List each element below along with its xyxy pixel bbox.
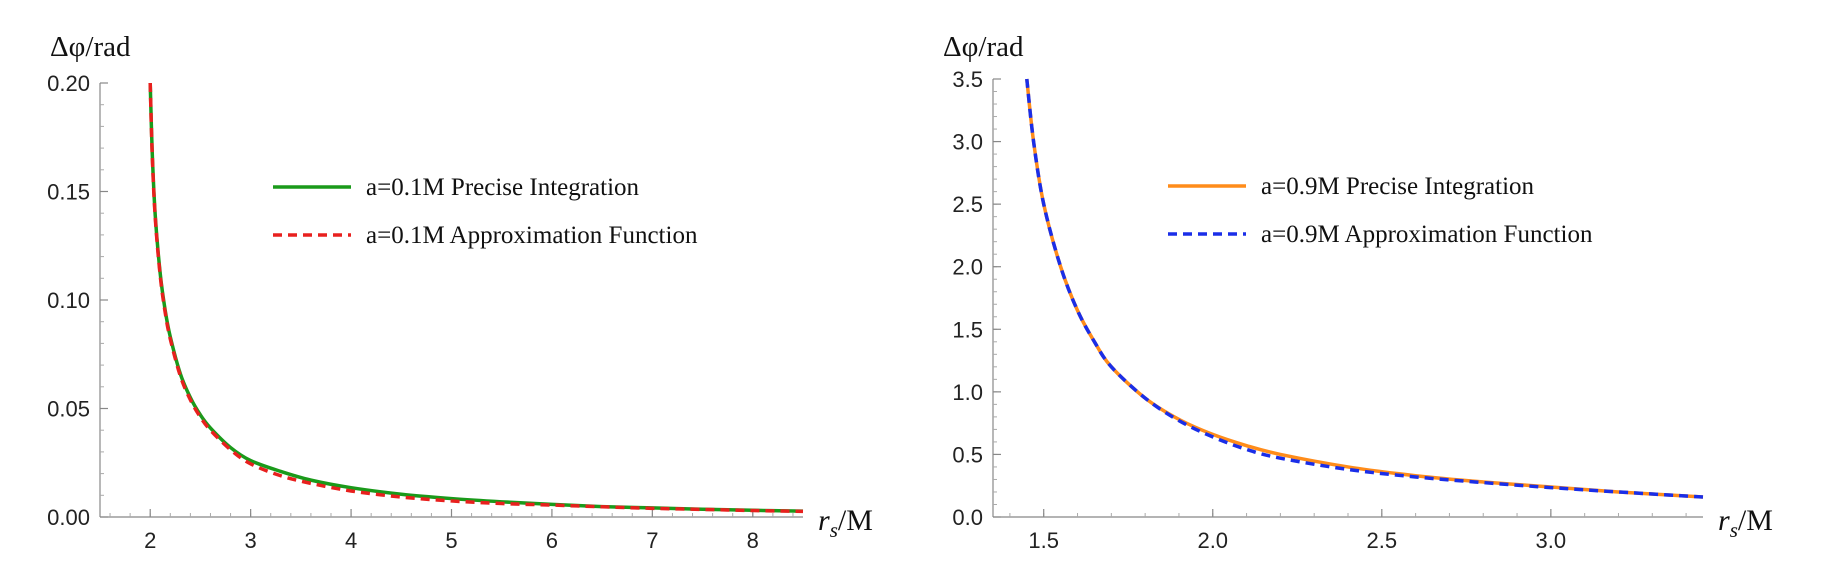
chart-left: Δφ/rad rs/M 2 3 4 5 6 7 80.000.050.100.150.20 … [47,31,873,553]
right-y-tick-label: 2.5 [952,192,983,217]
left-y-tick-label: 0.10 [47,288,90,313]
right-series-line-precise [1025,78,1704,499]
chart-right: Δφ/rad rs/M 1.5 2.0 2.5 3.0 0.0 0.5 1.0 1.5 2.0 2… [943,31,1773,553]
left-y-tick-label: 0.20 [47,71,90,96]
left-series-line-approximation [148,82,804,514]
left-x-tick-label: 2 [144,528,156,553]
right-y-tick-label: 3.0 [952,130,983,155]
right-plot-area [1025,78,1704,499]
left-xlabel: rs/M [818,504,873,542]
right-series-line-approximation [1025,78,1704,499]
right-y-tick-label: 0.5 [952,442,983,467]
left-series-line-precise [148,82,804,513]
left-x-tick-label: 7 [646,528,658,553]
right-y-tick-label: 1.5 [952,317,983,342]
left-legend-label-precise: a=0.1M Precise Integration [366,174,640,201]
left-x-tick-label: 3 [245,528,257,553]
right-y-tick-label: 0.0 [952,505,983,530]
left-x-tick-label: 8 [747,528,759,553]
right-x-tick-label: 1.5 [1028,528,1059,553]
left-axes: 2 3 4 5 6 7 8 0.00 0.05 0.10 0.15 0.20 [47,71,803,553]
left-y-tick-label: 0.15 [47,180,90,205]
right-legend: a=0.9M Precise Integration a=0.9M Approx… [1168,173,1593,248]
left-x-tick-label: 5 [445,528,457,553]
right-xlabel: rs/M [1718,504,1773,542]
left-legend-label-approx: a=0.1M Approximation Function [366,222,698,249]
left-y-tick-label: 0.00 [47,505,90,530]
right-y-tick-label: 2.0 [952,255,983,280]
right-y-tick-label: 3.5 [952,67,983,92]
right-legend-label-precise: a=0.9M Precise Integration [1261,173,1535,200]
right-x-tick-label: 2.5 [1367,528,1398,553]
right-axes: 1.5 2.0 2.5 3.0 0.0 0.5 1.0 1.5 2.0 2.5 3.0 3.5 [952,67,1703,553]
left-legend: a=0.1M Precise Integration a=0.1M Approx… [273,174,698,249]
right-x-tick-label: 2.0 [1197,528,1228,553]
right-x-tick-label: 3.0 [1536,528,1567,553]
right-ylabel: Δφ/rad [943,31,1024,63]
left-plot-area [148,82,804,514]
right-y-tick-label: 1.0 [952,380,983,405]
left-ylabel: Δφ/rad [50,31,131,63]
left-y-tick-label: 0.05 [47,397,90,422]
right-legend-label-approx: a=0.9M Approximation Function [1261,221,1593,248]
left-x-tick-label: 4 [345,528,357,553]
left-x-tick-label: 6 [546,528,558,553]
